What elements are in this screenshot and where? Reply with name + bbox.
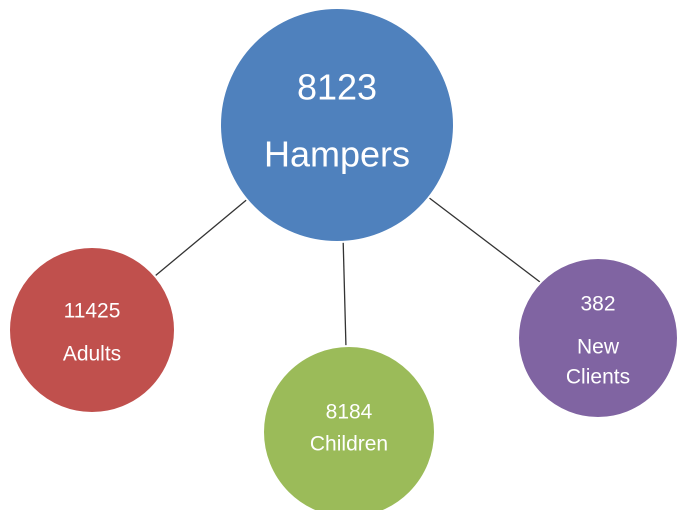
node-number: 8123: [297, 67, 377, 108]
node-circle: [262, 345, 436, 510]
node-label: Adults: [63, 343, 121, 366]
node-number: 8184: [326, 401, 373, 424]
node-label: Clients: [566, 366, 630, 389]
node-circle: [219, 7, 455, 243]
node-label: Hampers: [264, 134, 410, 175]
node-label: New: [577, 336, 620, 359]
node-number: 11425: [64, 300, 121, 323]
node-circle: [517, 257, 677, 419]
connector: [427, 196, 541, 283]
node-label: Children: [310, 433, 388, 456]
node-circle: [8, 246, 176, 414]
connector: [342, 234, 347, 349]
node-number: 382: [580, 293, 615, 316]
connector: [154, 196, 251, 277]
